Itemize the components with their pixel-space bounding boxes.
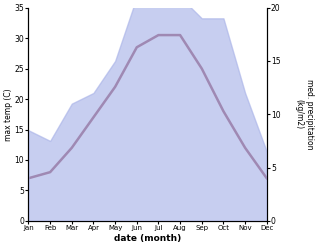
Y-axis label: max temp (C): max temp (C) [4,88,13,141]
X-axis label: date (month): date (month) [114,234,181,243]
Y-axis label: med. precipitation
(kg/m2): med. precipitation (kg/m2) [294,79,314,149]
